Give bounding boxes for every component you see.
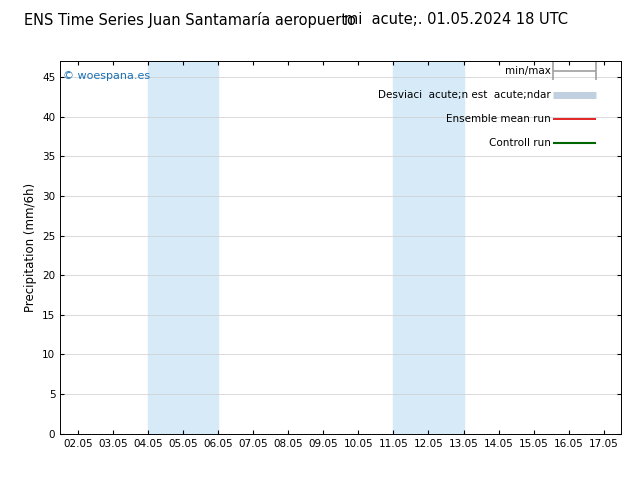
Y-axis label: Precipitation (mm/6h): Precipitation (mm/6h) xyxy=(23,183,37,312)
Text: © woespana.es: © woespana.es xyxy=(63,71,150,80)
Text: Controll run: Controll run xyxy=(489,138,551,148)
Text: Ensemble mean run: Ensemble mean run xyxy=(446,114,551,124)
Text: ENS Time Series Juan Santamaría aeropuerto: ENS Time Series Juan Santamaría aeropuer… xyxy=(24,12,356,28)
Bar xyxy=(148,61,218,434)
Bar xyxy=(393,61,463,434)
Text: min/max: min/max xyxy=(505,66,551,75)
Text: mi  acute;. 01.05.2024 18 UTC: mi acute;. 01.05.2024 18 UTC xyxy=(344,12,569,27)
Text: Desviaci  acute;n est  acute;ndar: Desviaci acute;n est acute;ndar xyxy=(378,90,551,100)
